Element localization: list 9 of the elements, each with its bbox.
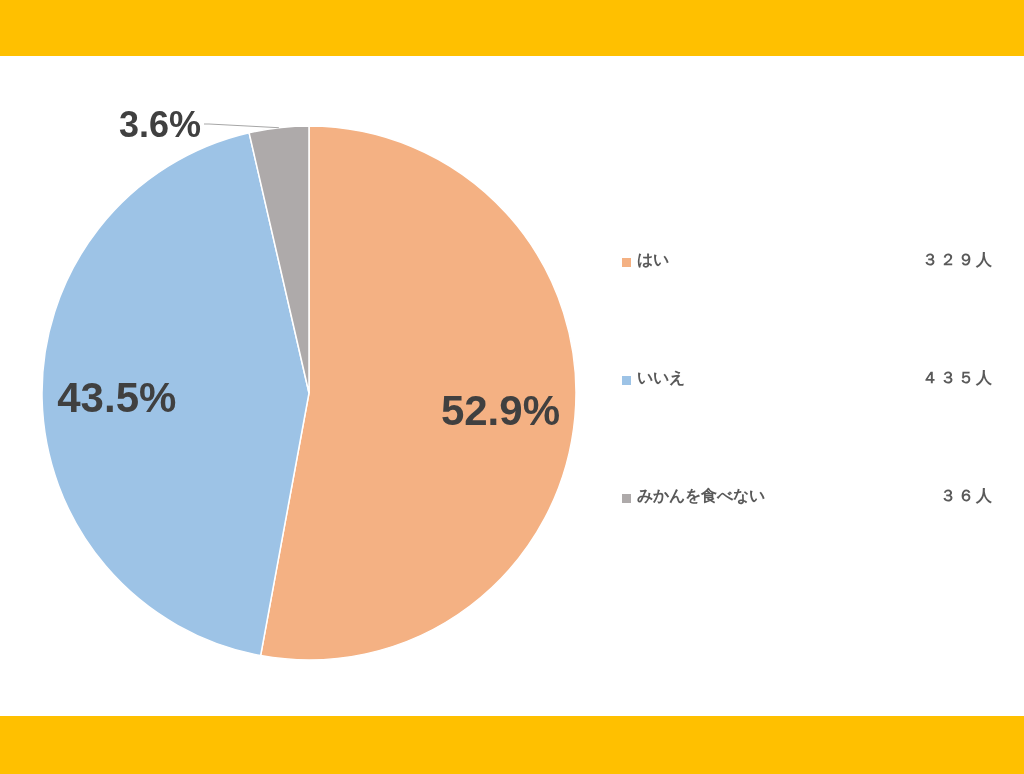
data-label: 3.6%: [118, 103, 201, 145]
data-label: 52.9%: [440, 386, 560, 434]
data-label: 43.5%: [57, 373, 177, 421]
legend-label: はい: [637, 250, 669, 271]
text: ３６人: [940, 486, 994, 507]
text: ４３５人: [922, 368, 994, 389]
legend-label: いいえ: [637, 368, 685, 389]
legend-label: みかんを食べない: [637, 486, 765, 507]
text: ３２９人: [922, 250, 994, 271]
